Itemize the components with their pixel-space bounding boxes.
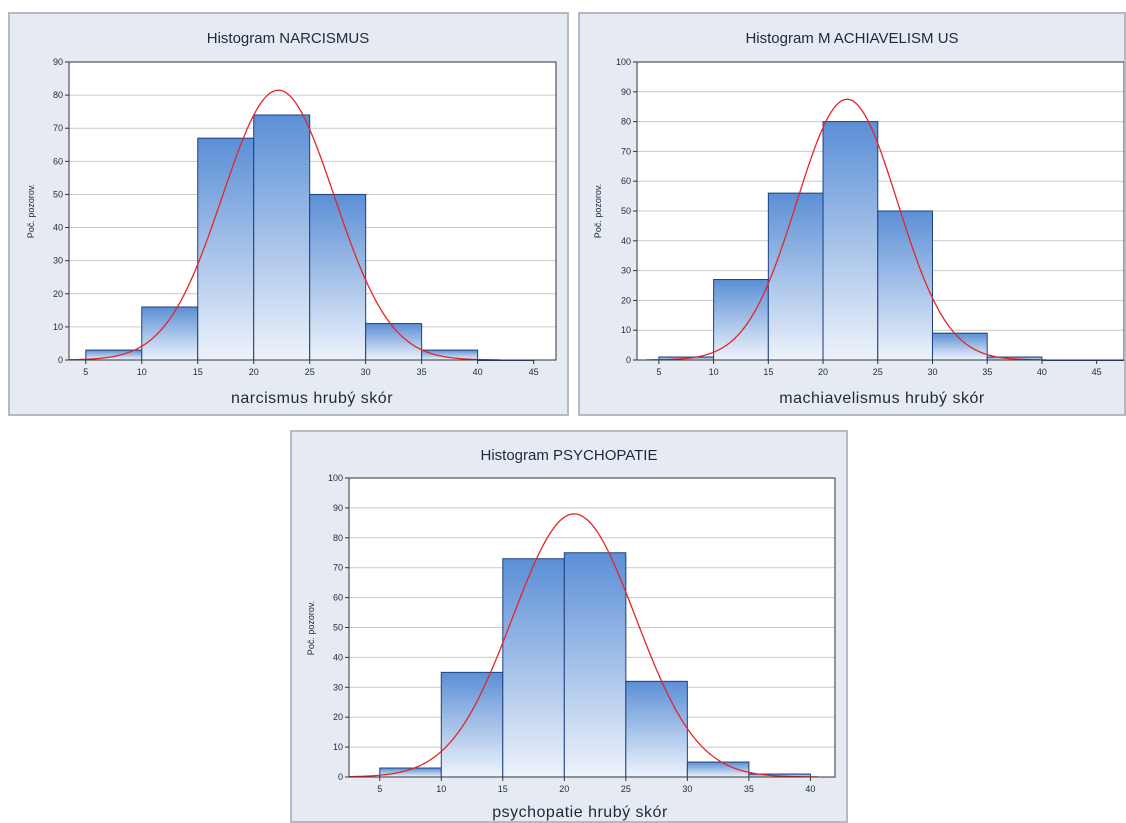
y-tick-label: 40 xyxy=(621,236,631,246)
histogram-bar xyxy=(767,192,824,361)
histogram-machiavelismus-panel: Histogram M ACHIAVELISM US 0 10 20 30 40 50 60… xyxy=(578,12,1126,416)
x-tick-label: 5 xyxy=(377,784,382,794)
y-tick-label: 0 xyxy=(338,772,343,782)
x-tick-label: 45 xyxy=(529,367,539,377)
y-tick-label: 90 xyxy=(621,87,631,97)
y-tick-label: 10 xyxy=(53,322,63,332)
y-tick-label: 60 xyxy=(333,593,343,603)
y-tick-label: 90 xyxy=(333,503,343,513)
y-tick-label: 100 xyxy=(616,57,631,67)
normal-curve xyxy=(646,98,1047,361)
x-axis-label: machiavelismus hrubý skór xyxy=(779,390,985,407)
x-tick-label: 10 xyxy=(137,367,147,377)
x-tick-label: 45 xyxy=(1092,367,1102,377)
x-tick-label: 35 xyxy=(982,367,992,377)
histogram-bar xyxy=(440,671,504,778)
y-tick-label: 70 xyxy=(621,146,631,156)
y-tick-label: 40 xyxy=(53,223,63,233)
y-tick-label: 90 xyxy=(53,57,63,67)
x-tick-label: 15 xyxy=(763,367,773,377)
x-tick-label: 5 xyxy=(83,367,88,377)
x-tick-label: 35 xyxy=(417,367,427,377)
x-tick-label: 25 xyxy=(305,367,315,377)
y-tick-label: 50 xyxy=(53,189,63,199)
x-tick-label: 20 xyxy=(559,784,569,794)
y-axis-label: Poč. pozorov. xyxy=(593,184,603,238)
y-tick-label: 20 xyxy=(621,295,631,305)
x-tick-label: 30 xyxy=(682,784,692,794)
y-tick-label: 60 xyxy=(621,176,631,186)
y-tick-label: 10 xyxy=(621,325,631,335)
histogram-machiavelismus-svg: Histogram M ACHIAVELISM US 0 10 20 30 40 50 60… xyxy=(593,30,1124,407)
x-axis-label: psychopatie hrubý skór xyxy=(492,804,668,821)
y-tick-label: 20 xyxy=(333,712,343,722)
x-tick-label: 15 xyxy=(498,784,508,794)
histogram-narcismus-svg: Histogram NARCISMUS 0 10 20 30 40 50 60 70 80 90 5… xyxy=(26,30,557,407)
histogram-bar xyxy=(309,193,367,361)
x-tick-label: 5 xyxy=(656,367,661,377)
histogram-bar xyxy=(502,558,565,778)
x-tick-label: 25 xyxy=(873,367,883,377)
y-tick-label: 30 xyxy=(621,266,631,276)
y-tick-label: 80 xyxy=(621,117,631,127)
y-axis-label: Poč. pozorov. xyxy=(26,184,36,238)
x-tick-label: 30 xyxy=(361,367,371,377)
y-tick-label: 80 xyxy=(333,533,343,543)
y-tick-label: 40 xyxy=(333,652,343,662)
y-tick-label: 30 xyxy=(333,682,343,692)
histogram-bar xyxy=(822,121,879,361)
x-tick-label: 25 xyxy=(621,784,631,794)
normal-curve xyxy=(348,513,818,778)
histogram-bar xyxy=(253,114,311,361)
histogram-bar xyxy=(365,323,423,361)
histogram-bar xyxy=(931,332,988,361)
histogram-psychopatie-panel: Histogram PSYCHOPATIE 0 10 20 30 40 50 60 70 80 9… xyxy=(290,430,848,823)
histogram-bar xyxy=(197,137,255,361)
chart-title: Histogram PSYCHOPATIE xyxy=(481,447,658,464)
x-tick-label: 40 xyxy=(805,784,815,794)
plot-frame xyxy=(68,61,557,361)
histogram-bar xyxy=(141,306,199,361)
y-tick-label: 80 xyxy=(53,90,63,100)
y-tick-label: 70 xyxy=(53,123,63,133)
y-tick-label: 0 xyxy=(58,355,63,365)
normal-curve xyxy=(68,89,501,361)
x-tick-label: 20 xyxy=(818,367,828,377)
chart-title: Histogram M ACHIAVELISM US xyxy=(745,30,958,47)
histogram-bar xyxy=(625,680,688,778)
chart-title: Histogram NARCISMUS xyxy=(207,30,370,47)
y-tick-label: 100 xyxy=(328,473,343,483)
y-tick-label: 50 xyxy=(621,206,631,216)
x-tick-label: 30 xyxy=(927,367,937,377)
histogram-bar xyxy=(421,349,479,361)
y-tick-label: 10 xyxy=(333,742,343,752)
x-tick-label: 10 xyxy=(436,784,446,794)
x-tick-label: 40 xyxy=(1037,367,1047,377)
histogram-bar xyxy=(713,279,769,361)
histogram-bar xyxy=(563,552,627,778)
y-tick-label: 0 xyxy=(626,355,631,365)
x-tick-label: 40 xyxy=(473,367,483,377)
histogram-psychopatie-svg: Histogram PSYCHOPATIE 0 10 20 30 40 50 60 70 80 9… xyxy=(306,447,836,821)
y-tick-label: 50 xyxy=(333,623,343,633)
histogram-narcismus-panel: Histogram NARCISMUS 0 10 20 30 40 50 60 70 80 90 5… xyxy=(8,12,569,416)
y-tick-label: 60 xyxy=(53,156,63,166)
x-tick-label: 35 xyxy=(744,784,754,794)
y-tick-label: 30 xyxy=(53,256,63,266)
histogram-bar xyxy=(877,210,933,361)
y-tick-label: 20 xyxy=(53,289,63,299)
x-tick-label: 15 xyxy=(193,367,203,377)
x-tick-label: 20 xyxy=(249,367,259,377)
y-tick-label: 70 xyxy=(333,563,343,573)
x-axis-label: narcismus hrubý skór xyxy=(231,390,393,407)
x-tick-label: 10 xyxy=(709,367,719,377)
y-axis-label: Poč. pozorov. xyxy=(306,601,316,655)
